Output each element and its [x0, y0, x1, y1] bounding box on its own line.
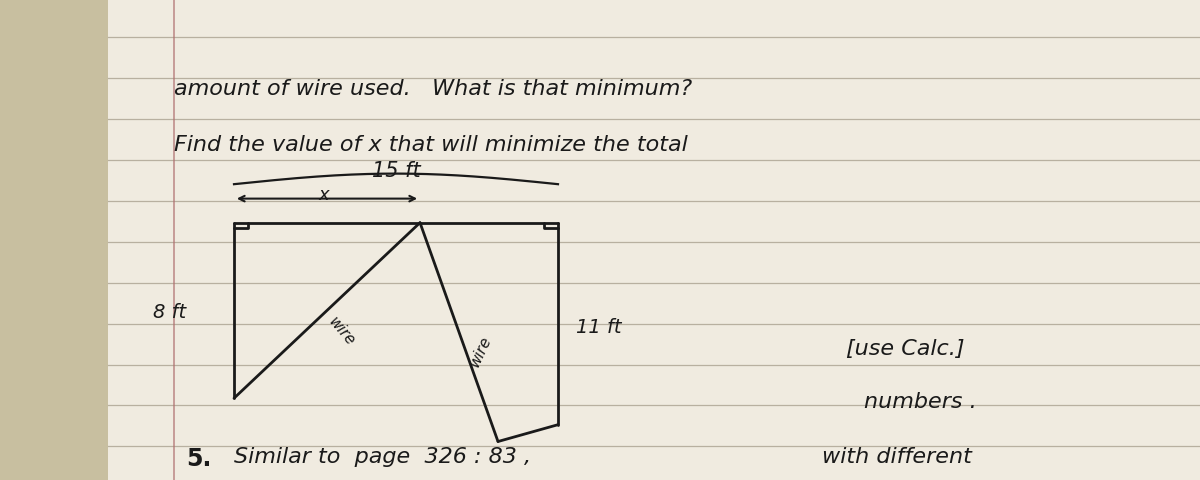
Text: [use Calc.]: [use Calc.]: [846, 338, 965, 359]
Text: wire: wire: [326, 314, 358, 348]
Text: 15 ft: 15 ft: [372, 161, 420, 181]
FancyBboxPatch shape: [108, 0, 1200, 480]
Text: 5.: 5.: [186, 446, 211, 470]
Text: numbers .: numbers .: [864, 391, 977, 411]
Text: Find the value of x that will minimize the total: Find the value of x that will minimize t…: [174, 134, 688, 155]
Text: wire: wire: [467, 333, 493, 368]
Text: with different: with different: [822, 446, 972, 467]
Text: 8 ft: 8 ft: [152, 302, 186, 322]
Text: 11 ft: 11 ft: [576, 317, 622, 336]
Text: Similar to  page  326 : 83 ,: Similar to page 326 : 83 ,: [234, 446, 532, 467]
Text: amount of wire used.   What is that minimum?: amount of wire used. What is that minimu…: [174, 79, 692, 99]
Text: x: x: [319, 186, 329, 204]
